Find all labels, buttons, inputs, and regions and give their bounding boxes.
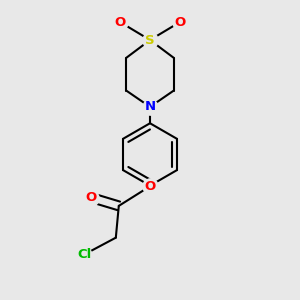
Text: O: O [115, 16, 126, 29]
Text: S: S [145, 34, 155, 46]
Text: O: O [174, 16, 185, 29]
Text: Cl: Cl [77, 248, 91, 261]
Text: N: N [144, 100, 156, 113]
Text: O: O [144, 180, 156, 193]
Text: O: O [85, 191, 97, 204]
